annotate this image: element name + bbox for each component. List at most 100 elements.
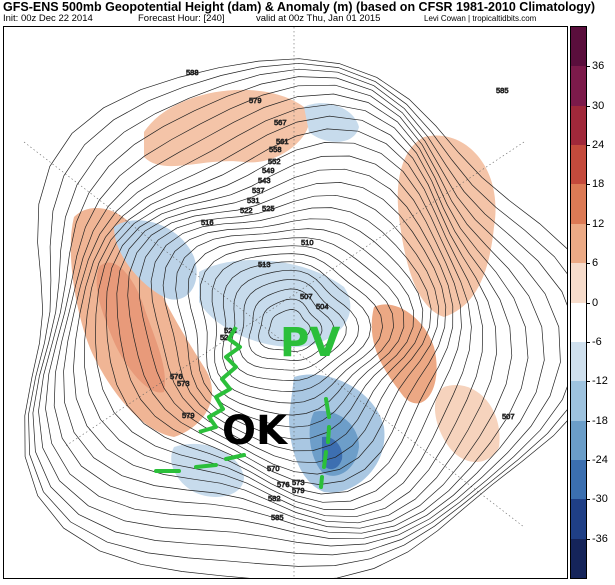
contour-label: 567	[274, 118, 287, 127]
anomaly-warm-southeast	[434, 385, 500, 462]
contour-label: 579	[182, 411, 195, 420]
valid-time: valid at 00z Thu, Jan 01 2015	[256, 13, 381, 24]
colorbar-segment	[571, 105, 586, 146]
height-contour	[199, 245, 394, 416]
height-contour	[73, 115, 497, 524]
colorbar-segment	[571, 145, 586, 185]
height-contour	[162, 218, 424, 452]
contour-label: 585	[271, 513, 284, 522]
contour-label: 528	[224, 326, 237, 335]
height-contour	[268, 309, 311, 343]
colorbar-segment	[571, 66, 586, 107]
contour-label: 549	[262, 166, 275, 175]
height-contour	[258, 298, 323, 352]
height-contour	[116, 168, 454, 495]
contour-label: 525	[262, 204, 275, 213]
colorbar-segment	[571, 341, 586, 382]
contour-label: 588	[186, 68, 199, 77]
map-panel: 588 579 567 561 558 552 549 543 537 531 525 522 516 5…	[3, 26, 568, 579]
map-header: GFS-ENS 500mb Geopotential Height (dam) …	[3, 0, 595, 26]
colorbar-tick-label: -30	[592, 493, 608, 506]
colorbar-tick-label: 0	[592, 296, 599, 309]
contour-label: 570	[267, 464, 280, 473]
contour-label: 573	[177, 379, 190, 388]
contour-label: 582	[268, 494, 281, 503]
colorbar-tick	[586, 499, 590, 501]
contour-label: 522	[240, 206, 253, 215]
contour-label: 543	[258, 176, 271, 185]
height-contour	[175, 228, 414, 440]
pv-annotation: PV	[280, 320, 341, 366]
colorbar-tick-label: 36	[592, 60, 605, 73]
negative-anomaly-regions	[114, 103, 385, 497]
colorbar-segment	[571, 381, 586, 422]
contour-label: 522	[220, 333, 233, 342]
height-contour	[105, 155, 462, 503]
height-contour	[32, 68, 567, 556]
colorbar-tick-label: 18	[592, 178, 605, 191]
height-contour	[248, 288, 335, 361]
colorbar-tick	[586, 538, 590, 540]
colorbar-tick	[586, 420, 590, 422]
height-contour	[187, 237, 405, 428]
height-contour	[139, 194, 440, 475]
colorbar-tick	[586, 381, 590, 383]
height-contour	[84, 128, 484, 518]
colorbar-tick	[586, 459, 590, 461]
colorbar-tick-label: 6	[592, 257, 599, 270]
contour-label: 576	[170, 372, 183, 381]
contour-label: 516	[201, 218, 214, 227]
height-contour	[38, 76, 561, 547]
ok-annotation: OK	[222, 408, 287, 454]
colorbar-tick	[586, 341, 590, 343]
init-time: Init: 00z Dec 22 2014	[3, 13, 93, 24]
height-contour	[211, 253, 383, 404]
height-contour	[53, 93, 529, 534]
credit-text: Levi Cowan | tropicaltidbits.com	[424, 14, 537, 23]
contour-label: 513	[258, 260, 271, 269]
colorbar-segment	[571, 538, 586, 579]
anomaly-cold-nw	[114, 220, 197, 300]
anomaly-colorbar	[570, 26, 587, 579]
colorbar-tick-label: -6	[592, 335, 602, 348]
anomaly-cold-north	[304, 103, 359, 142]
forecast-hour: Forecast Hour: [240]	[138, 13, 225, 24]
colorbar-segment	[571, 420, 586, 461]
colorbar-segment	[571, 302, 586, 343]
contour-label: 576	[277, 480, 290, 489]
map-title: GFS-ENS 500mb Geopotential Height (dam) …	[3, 0, 595, 14]
contour-label: 579	[249, 96, 262, 105]
colorbar-tick-label: 30	[592, 99, 605, 112]
colorbar-tick-label: -12	[592, 375, 608, 388]
colorbar-tick	[586, 223, 590, 225]
green-dashed-line	[154, 453, 246, 473]
height-contour	[222, 261, 372, 392]
anomaly-warm-west-core	[96, 262, 165, 393]
colorbar-tick-label: 12	[592, 217, 605, 230]
height-contour	[24, 58, 567, 578]
colorbar-segment	[571, 184, 586, 225]
contour-label: 507	[300, 292, 313, 301]
colorbar-segment	[571, 263, 586, 303]
contour-label: 552	[268, 157, 281, 166]
colorbar-tick	[586, 302, 590, 304]
anomaly-warm-north	[144, 89, 310, 167]
height-contour	[150, 207, 432, 464]
colorbar-tick-label: 24	[592, 139, 605, 152]
anomaly-cold-pole	[199, 260, 351, 347]
hand-annotations	[154, 325, 331, 489]
colorbar-tick	[586, 66, 590, 68]
contour-label: 561	[276, 137, 289, 146]
colorbar-segment	[571, 27, 586, 67]
meridian-line	[23, 141, 525, 528]
colorbar-segment	[571, 459, 586, 500]
contour-label: 504	[316, 302, 329, 311]
contour-label: 558	[269, 145, 282, 154]
colorbar-tick	[586, 263, 590, 265]
height-contour	[127, 182, 447, 485]
height-contour	[45, 84, 545, 539]
colorbar-tick	[586, 105, 590, 107]
anomaly-cold-core	[322, 436, 343, 470]
